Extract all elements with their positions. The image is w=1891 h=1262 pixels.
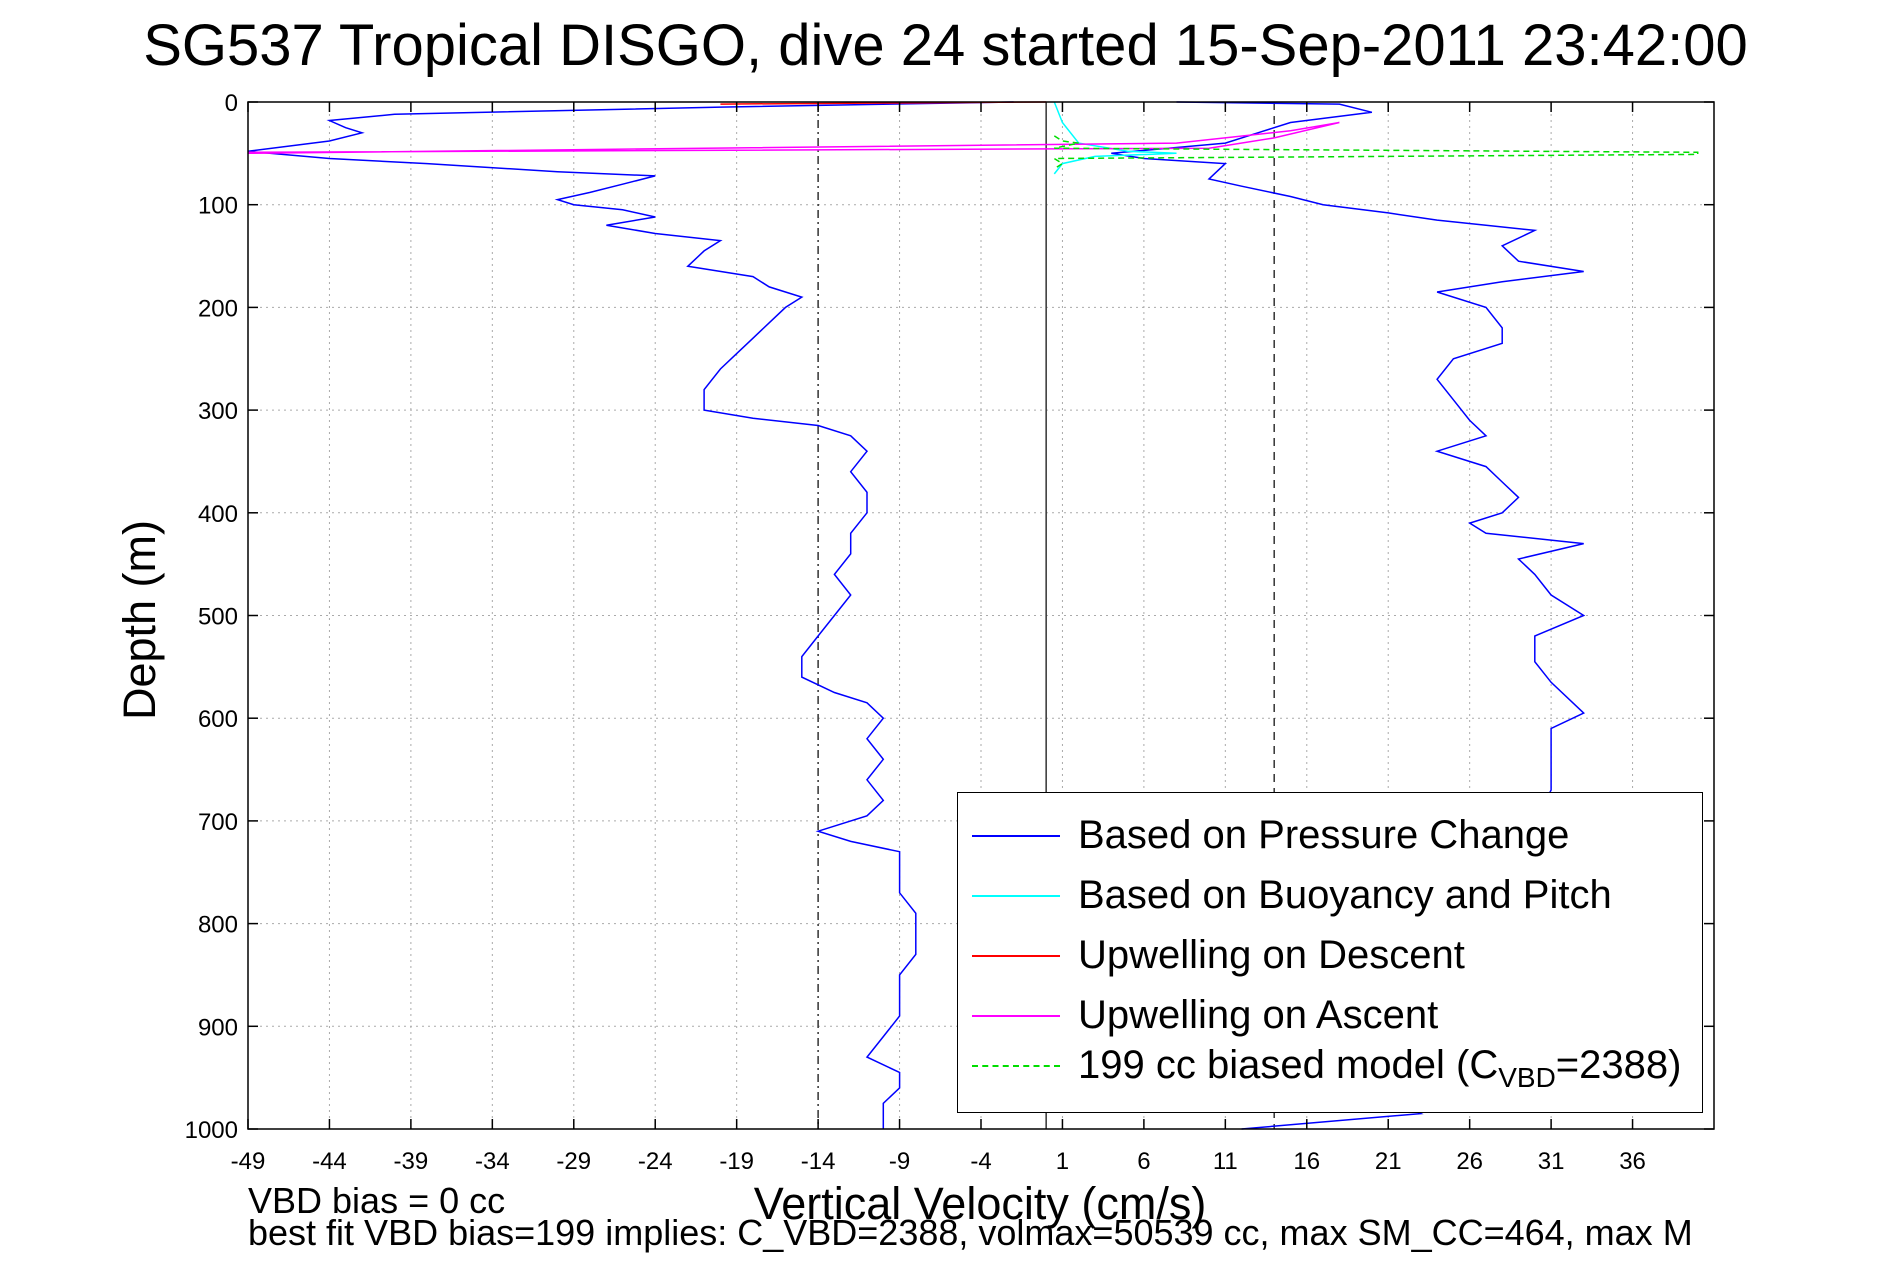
x-tick-label: -9 bbox=[889, 1148, 910, 1175]
y-axis-label: Depth (m) bbox=[114, 519, 165, 721]
axis-ticks: -49 -44 -39 -34 -29 -24 -19 -14 -9 -4 1 6 11 16 21 26 31… bbox=[185, 90, 1714, 1175]
y-tick-label: 600 bbox=[198, 706, 238, 733]
x-tick-label: -34 bbox=[475, 1148, 510, 1175]
x-tick-label: 36 bbox=[1619, 1148, 1646, 1175]
x-tick-label: 31 bbox=[1538, 1148, 1565, 1175]
legend-label-buoyancy: Based on Buoyancy and Pitch bbox=[1078, 873, 1612, 917]
legend-item-upwelling-ascent: Upwelling on Ascent bbox=[972, 993, 1692, 1037]
x-tick-label: 11 bbox=[1213, 1148, 1238, 1175]
x-tick-label: -19 bbox=[719, 1148, 754, 1175]
x-tick-label: -44 bbox=[312, 1148, 347, 1175]
legend-item-biased-model: 199 cc biased model (CVBD=2388) bbox=[972, 1043, 1692, 1093]
y-tick-label: 800 bbox=[198, 912, 238, 939]
y-tick-label: 500 bbox=[198, 604, 238, 631]
series-line-2 bbox=[1053, 101, 1177, 175]
best-fit-note: best fit VBD bias=199 implies: C_VBD=238… bbox=[248, 1212, 1693, 1253]
legend-item-buoyancy: Based on Buoyancy and Pitch bbox=[972, 873, 1692, 917]
x-tick-label: -39 bbox=[394, 1148, 429, 1175]
x-tick-label: -29 bbox=[556, 1148, 591, 1175]
legend: Based on Pressure Change Based on Buoyan… bbox=[957, 792, 1703, 1113]
vbd-bias-note: VBD bias = 0 cc bbox=[248, 1180, 506, 1221]
y-tick-label: 400 bbox=[198, 501, 238, 528]
x-axis-label: Vertical Velocity (cm/s) bbox=[753, 1178, 1207, 1229]
y-tick-label: 1000 bbox=[185, 1117, 238, 1144]
x-tick-label: 21 bbox=[1375, 1148, 1402, 1175]
x-tick-label: -24 bbox=[638, 1148, 673, 1175]
legend-swatch-upwelling-descent bbox=[972, 955, 1060, 957]
y-tick-label: 200 bbox=[198, 295, 238, 322]
legend-label-biased-model: 199 cc biased model (CVBD=2388) bbox=[1078, 1043, 1681, 1100]
legend-label-pressure: Based on Pressure Change bbox=[1078, 813, 1570, 857]
series-line-4 bbox=[247, 121, 1340, 155]
legend-label-biased-main: 199 cc biased model (C bbox=[1078, 1043, 1499, 1087]
series-line-0 bbox=[247, 101, 1014, 1129]
legend-item-upwelling-descent: Upwelling on Descent bbox=[972, 933, 1692, 977]
x-tick-label: 26 bbox=[1456, 1148, 1483, 1175]
x-tick-label: -4 bbox=[970, 1148, 991, 1175]
x-tick-label: 6 bbox=[1137, 1148, 1150, 1175]
x-tick-label: -14 bbox=[801, 1148, 836, 1175]
legend-swatch-upwelling-ascent bbox=[972, 1015, 1060, 1017]
y-tick-label: 100 bbox=[198, 193, 238, 220]
legend-item-pressure: Based on Pressure Change bbox=[972, 813, 1692, 857]
x-tick-label: -49 bbox=[231, 1148, 266, 1175]
y-tick-label: 700 bbox=[198, 809, 238, 836]
series-line-5 bbox=[1051, 135, 1699, 170]
legend-label-biased-sub: VBD bbox=[1498, 1062, 1556, 1093]
chart-title: SG537 Tropical DISGO, dive 24 started 15… bbox=[143, 13, 1748, 78]
x-tick-label: 1 bbox=[1056, 1148, 1069, 1175]
legend-label-upwelling-ascent: Upwelling on Ascent bbox=[1078, 993, 1439, 1037]
legend-swatch-pressure bbox=[972, 835, 1060, 837]
x-tick-label: 16 bbox=[1293, 1148, 1320, 1175]
y-tick-label: 900 bbox=[198, 1014, 238, 1041]
legend-swatch-biased-model bbox=[972, 1065, 1060, 1067]
y-tick-label: 300 bbox=[198, 398, 238, 425]
y-tick-label: 0 bbox=[225, 90, 238, 117]
legend-label-upwelling-descent: Upwelling on Descent bbox=[1078, 933, 1465, 977]
legend-label-biased-tail: =2388) bbox=[1555, 1043, 1682, 1087]
legend-swatch-buoyancy bbox=[972, 895, 1060, 897]
